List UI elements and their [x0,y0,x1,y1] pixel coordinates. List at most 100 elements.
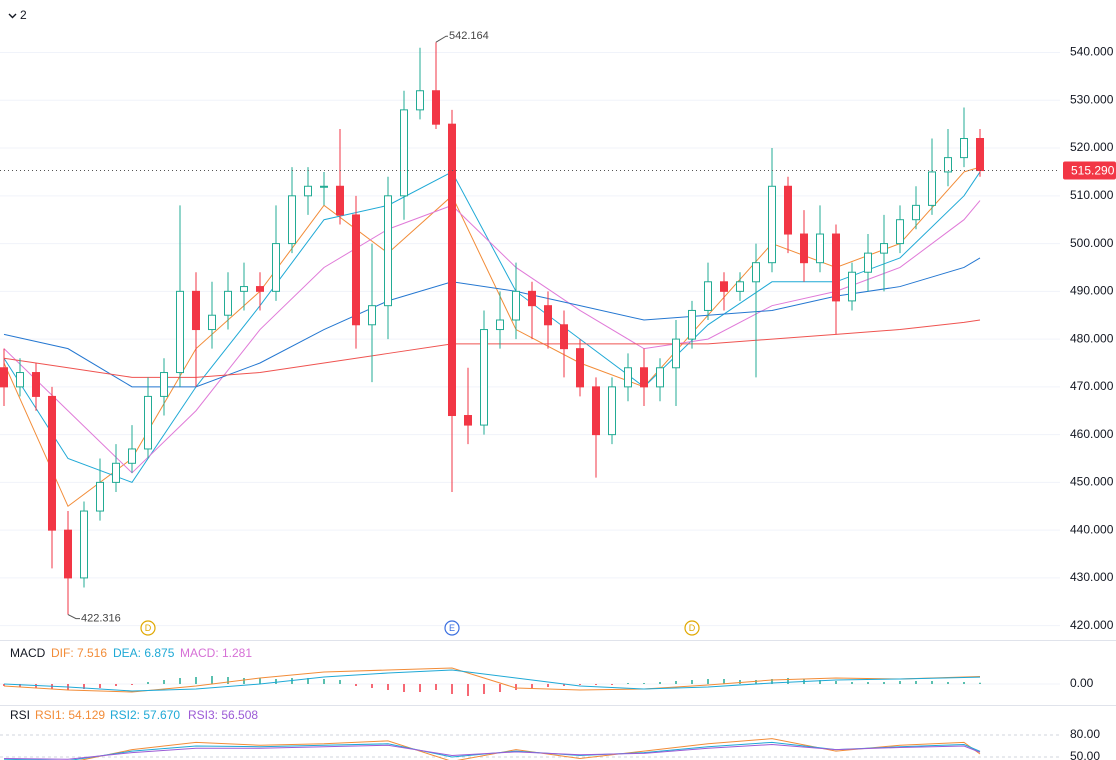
candle-body [832,233,840,302]
event-label: E [449,623,455,633]
candle-body [448,123,456,417]
candle-body [32,372,40,397]
candle-body [560,324,568,350]
candle-body [80,510,88,579]
macd-dea-line [3,669,981,692]
event-marker [140,620,156,636]
event-marker [444,620,460,636]
rsi-tick-label: 80.00 [1070,727,1100,741]
candle-body [112,462,120,483]
candle-body [944,157,952,173]
candle-body [464,415,472,426]
collapse-chevron[interactable] [8,13,17,19]
candle-body [656,367,664,388]
candle-body [576,348,584,388]
candle-body [976,138,984,172]
event-marker [684,620,700,636]
candle-body [736,281,744,292]
macd-dif-line [3,667,981,693]
candle-body [416,90,424,111]
candle-body [864,252,872,273]
candle-body [160,372,168,397]
y-tick-label: 440.000 [1070,522,1114,536]
candle-body [208,314,216,331]
price-panel [0,42,1060,627]
candle-body [544,305,552,326]
macd-legend-item: DIF: 7.516 [51,646,107,660]
candle-body [608,386,616,436]
macd-legend-item: MACD: 1.281 [180,646,252,660]
candle-body [368,305,376,326]
candle-body [528,290,536,307]
high-label: 542.164 [449,30,489,42]
rsi-tick-label: 50.00 [1070,749,1100,760]
candle-body [352,214,360,326]
candle-body [496,319,504,331]
y-tick-label: 460.000 [1070,427,1114,441]
y-tick-label: 490.000 [1070,284,1114,298]
candle-body [16,372,24,388]
candle-body [672,338,680,369]
candle-body [640,367,648,388]
y-tick-label: 500.000 [1070,236,1114,250]
macd-legend-item: DEA: 6.875 [113,646,175,660]
candle-body [752,262,760,283]
y-tick-label: 540.000 [1070,45,1114,59]
candle-body [912,204,920,221]
rsi-legend-item: RSI2: 57.670 [110,708,180,722]
y-tick-label: 420.000 [1070,618,1114,632]
y-tick-label: 470.000 [1070,379,1114,393]
candle-body [768,185,776,264]
candle-body [288,195,296,245]
macd-tick-label: 0.00 [1070,676,1094,690]
indicator-toggle[interactable]: 2 [20,8,27,22]
y-tick-label: 450.000 [1070,475,1114,489]
candle-body [240,286,248,292]
candle-body [896,219,904,245]
high-pointer [435,35,448,43]
rsi-panel [0,734,1060,760]
low-label: 422.316 [81,613,121,625]
event-label: D [145,623,152,633]
overlay: 420.000 430.000 440.000 450.000 460.000 470.0… [0,30,1116,760]
candle-body [800,233,808,264]
candle-body [720,281,728,292]
candle-body [848,271,856,302]
candle-body [704,281,712,311]
candle-body [192,290,200,331]
candle-body [928,171,936,206]
candle-body [336,185,344,216]
candle-body [48,395,56,531]
candle-body [816,233,824,264]
candle-body [624,367,632,388]
candle-body [400,109,408,197]
y-tick-label: 430.000 [1070,570,1114,584]
candle-body [480,329,488,426]
rsi-legend-item: RSI1: 54.129 [35,708,105,722]
rsi-title: RSI [10,708,30,722]
y-tick-label: 520.000 [1070,140,1114,154]
candle-body [432,90,440,125]
candle-body [272,243,280,292]
candle-body [96,481,104,512]
macd-panel [0,667,1060,696]
last-price-label: 515.290 [1071,164,1115,178]
candle-body [256,286,264,292]
rsi-line [3,744,981,760]
candle-body [592,386,600,436]
last-price-box [1063,161,1116,180]
candle-body [144,395,152,450]
y-tick-label: 480.000 [1070,331,1114,345]
candle-body [880,243,888,254]
candle-body [176,290,184,374]
candle-body [128,448,136,464]
candle-body [320,185,328,188]
rsi-legend-item: RSI3: 56.508 [188,708,258,722]
candle-body [384,195,392,307]
candle-body [688,309,696,340]
macd-title: MACD [10,646,46,660]
event-label: D [689,623,696,633]
low-pointer [67,614,80,620]
